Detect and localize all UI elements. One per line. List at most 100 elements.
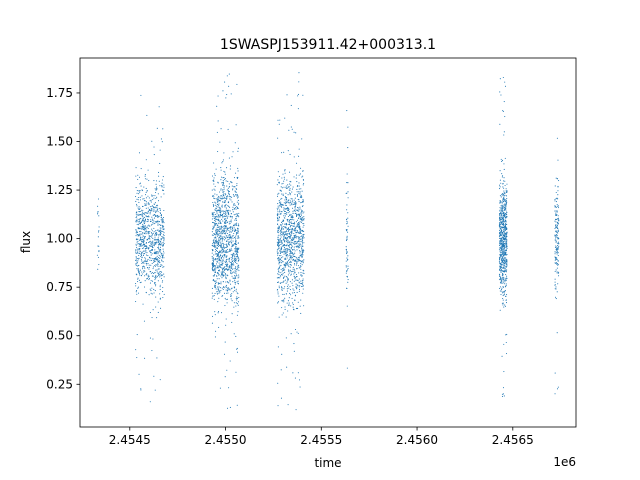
data-point	[500, 158, 502, 160]
data-point	[287, 248, 289, 250]
data-point	[283, 217, 285, 219]
data-point	[499, 257, 501, 259]
data-point	[233, 223, 235, 225]
data-point	[153, 220, 155, 222]
data-point	[290, 243, 292, 245]
data-point	[505, 278, 507, 280]
data-point	[501, 259, 503, 261]
data-point	[277, 277, 279, 279]
data-point	[145, 250, 147, 252]
data-point	[231, 313, 233, 315]
data-point	[235, 228, 237, 230]
data-point	[504, 185, 506, 187]
data-point	[502, 291, 504, 293]
data-point	[499, 269, 501, 271]
data-point	[150, 252, 152, 254]
x-axis-label: time	[314, 456, 341, 470]
data-point	[215, 218, 217, 220]
data-point	[288, 266, 290, 268]
data-point	[283, 207, 285, 209]
data-point	[222, 248, 224, 250]
data-point	[231, 263, 233, 265]
data-point	[232, 209, 234, 211]
data-point	[137, 287, 139, 289]
data-point	[159, 243, 161, 245]
data-point	[501, 302, 503, 304]
data-point	[155, 221, 157, 223]
data-point	[284, 245, 286, 247]
data-point	[297, 185, 299, 187]
data-point	[219, 220, 221, 222]
data-point	[298, 185, 300, 187]
data-point	[156, 209, 158, 211]
data-point	[151, 349, 153, 352]
data-point	[499, 256, 502, 258]
data-point	[557, 179, 560, 182]
data-point	[140, 227, 142, 230]
data-point	[345, 260, 347, 262]
data-point	[505, 260, 507, 262]
data-point	[506, 197, 508, 200]
data-point	[234, 261, 236, 263]
data-point	[294, 205, 297, 207]
data-point	[148, 256, 151, 258]
data-point	[505, 223, 507, 225]
data-point	[277, 209, 279, 211]
data-point	[163, 193, 165, 195]
data-point	[218, 266, 220, 268]
data-point	[555, 241, 557, 243]
data-point	[163, 252, 165, 254]
data-point	[277, 252, 279, 254]
data-point	[504, 199, 506, 201]
data-point	[295, 226, 297, 228]
data-point	[299, 167, 302, 169]
data-point	[214, 201, 216, 203]
data-point	[283, 250, 286, 252]
data-point	[279, 258, 282, 260]
data-point	[236, 232, 238, 235]
data-point	[289, 194, 291, 196]
data-point	[213, 270, 215, 272]
data-point	[506, 245, 508, 247]
data-point	[218, 292, 220, 294]
data-point	[278, 271, 280, 273]
data-point	[302, 226, 304, 228]
data-point	[212, 234, 214, 237]
data-point	[283, 210, 286, 212]
data-point	[501, 292, 503, 294]
data-point	[219, 215, 221, 217]
data-point	[234, 230, 236, 232]
data-point	[232, 240, 234, 242]
data-point	[161, 271, 163, 273]
data-point	[289, 243, 291, 245]
data-point	[218, 220, 220, 222]
data-point	[503, 264, 505, 266]
data-point	[347, 258, 349, 261]
data-point	[284, 215, 286, 217]
data-point	[162, 244, 164, 246]
data-point	[505, 246, 507, 248]
data-point	[347, 212, 349, 214]
data-point	[302, 212, 304, 214]
data-point	[285, 316, 287, 318]
data-point	[146, 203, 148, 205]
data-point	[298, 217, 300, 219]
data-point	[296, 185, 298, 188]
data-point	[277, 268, 279, 270]
data-point	[555, 256, 557, 259]
data-point	[221, 251, 223, 253]
data-point	[141, 220, 143, 222]
data-point	[137, 260, 139, 262]
data-point	[346, 209, 348, 211]
data-point	[295, 204, 297, 206]
data-point	[163, 232, 165, 234]
data-point	[280, 268, 282, 270]
data-point	[237, 196, 239, 198]
data-point	[151, 258, 153, 260]
data-point	[136, 234, 138, 236]
data-point	[140, 226, 142, 228]
data-point	[290, 247, 292, 249]
data-point	[221, 233, 223, 235]
data-point	[298, 290, 300, 292]
data-point	[142, 209, 144, 211]
